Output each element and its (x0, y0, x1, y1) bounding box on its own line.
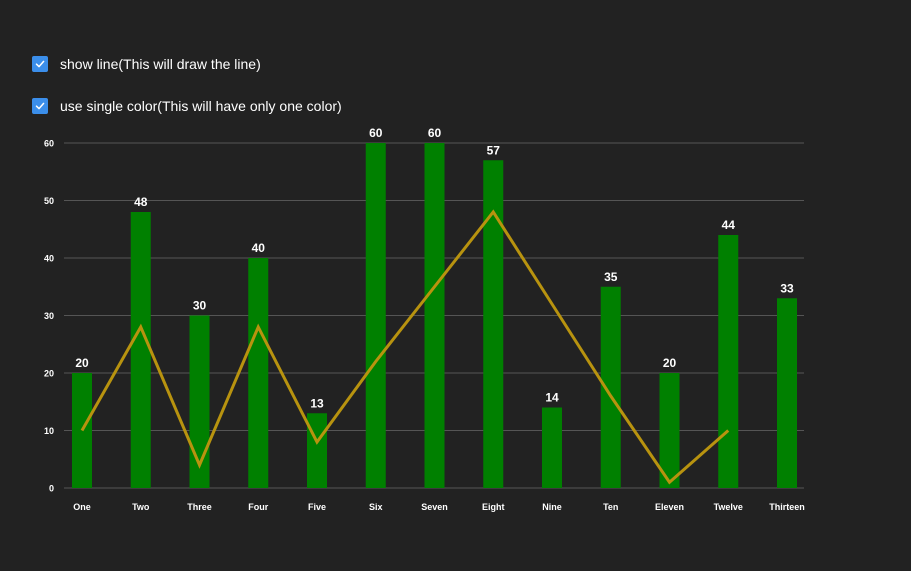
x-tick-label: Eight (482, 502, 505, 512)
data-label: 48 (134, 195, 148, 209)
data-label: 33 (780, 281, 794, 295)
bar (130, 212, 151, 488)
single-color-label: use single color(This will have only one… (60, 98, 342, 114)
data-label: 13 (310, 396, 324, 410)
data-label: 40 (252, 241, 266, 255)
x-tick-label: Seven (421, 502, 448, 512)
x-tick-label: Ten (603, 502, 618, 512)
x-tick-label: Eleven (655, 502, 684, 512)
data-label: 44 (722, 218, 736, 232)
y-tick-label: 50 (44, 196, 54, 206)
data-label: 14 (545, 391, 559, 405)
y-tick-label: 0 (49, 484, 54, 494)
check-icon (35, 60, 45, 68)
bar (483, 160, 504, 488)
y-tick-label: 60 (44, 139, 54, 149)
bar (659, 373, 680, 488)
bar (248, 258, 269, 488)
data-label: 57 (487, 143, 501, 157)
x-tick-label: Thirteen (769, 502, 805, 512)
bar (189, 315, 210, 488)
y-tick-label: 10 (44, 426, 54, 436)
x-tick-label: Five (308, 502, 326, 512)
x-tick-label: Six (369, 502, 383, 512)
y-tick-label: 30 (44, 311, 54, 321)
x-tick-label: Twelve (714, 502, 743, 512)
single-color-toggle[interactable]: use single color(This will have only one… (32, 98, 342, 114)
x-tick-label: Four (248, 502, 268, 512)
data-label: 30 (193, 299, 207, 313)
line-series (80, 209, 730, 485)
x-tick-label: One (73, 502, 91, 512)
data-label: 60 (428, 126, 442, 140)
bar (424, 143, 445, 488)
data-label: 20 (663, 356, 677, 370)
bar (542, 407, 562, 488)
show-line-label: show line(This will draw the line) (60, 56, 261, 72)
bar (777, 298, 797, 488)
bar (718, 235, 739, 488)
bar (365, 143, 386, 488)
check-icon (35, 102, 45, 110)
bar (307, 413, 327, 488)
x-tick-label: Three (187, 502, 212, 512)
x-tick-label: Two (132, 502, 150, 512)
data-label: 35 (604, 270, 618, 284)
single-color-checkbox[interactable] (32, 98, 48, 114)
show-line-checkbox[interactable] (32, 56, 48, 72)
y-tick-label: 40 (44, 254, 54, 264)
y-tick-label: 20 (44, 369, 54, 379)
x-tick-label: Nine (542, 502, 562, 512)
data-label: 60 (369, 126, 383, 140)
data-label: 20 (75, 356, 89, 370)
show-line-toggle[interactable]: show line(This will draw the line) (32, 56, 261, 72)
bar (600, 286, 621, 488)
